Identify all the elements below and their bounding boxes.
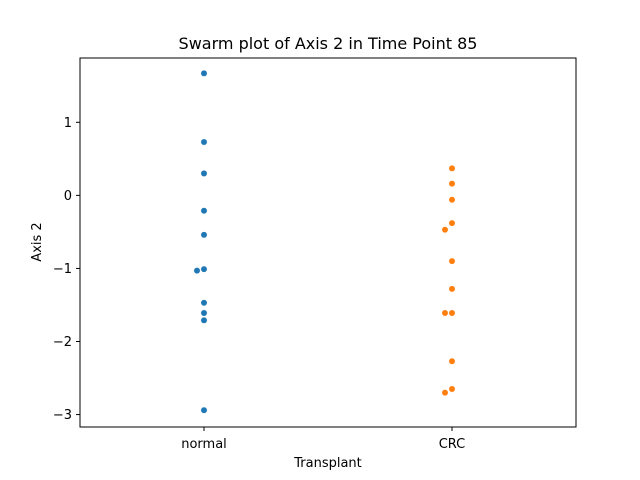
data-point-crc [448,257,456,265]
data-point-crc [448,164,456,172]
data-point-crc [448,196,456,204]
chart-title: Swarm plot of Axis 2 in Time Point 85 [179,34,478,53]
data-point-crc [448,180,456,188]
data-point-normal [200,69,208,77]
plot-area-frame [79,57,577,428]
data-point-crc [441,309,449,317]
data-point-crc [448,385,456,393]
x-tick-label: CRC [439,437,466,452]
data-point-normal [200,231,208,239]
y-tick-label: 1 [64,116,72,131]
data-point-normal [200,299,208,307]
data-point-normal [200,406,208,414]
data-point-normal [200,316,208,324]
data-point-crc [448,357,456,365]
data-point-normal [200,138,208,146]
data-point-normal [200,169,208,177]
data-point-crc [448,309,456,317]
data-point-normal [200,309,208,317]
data-point-crc [441,389,449,397]
y-axis: −3 −2 −1 0 1 [53,116,80,423]
data-point-normal [193,267,201,275]
y-tick-label: −1 [53,262,72,277]
y-axis-label: Axis 2 [30,222,45,261]
y-tick-label: 0 [64,189,72,204]
data-point-normal [200,265,208,273]
data-point-crc [448,285,456,293]
x-tick-label: normal [181,437,227,452]
y-tick-label: −2 [53,335,72,350]
y-tick-label: −3 [53,408,72,423]
data-point-crc [448,219,456,227]
data-point-crc [441,226,449,234]
x-axis: normal CRC [181,427,465,452]
data-point-normal [200,207,208,215]
data-points [193,69,456,414]
x-axis-label: Transplant [293,456,362,471]
